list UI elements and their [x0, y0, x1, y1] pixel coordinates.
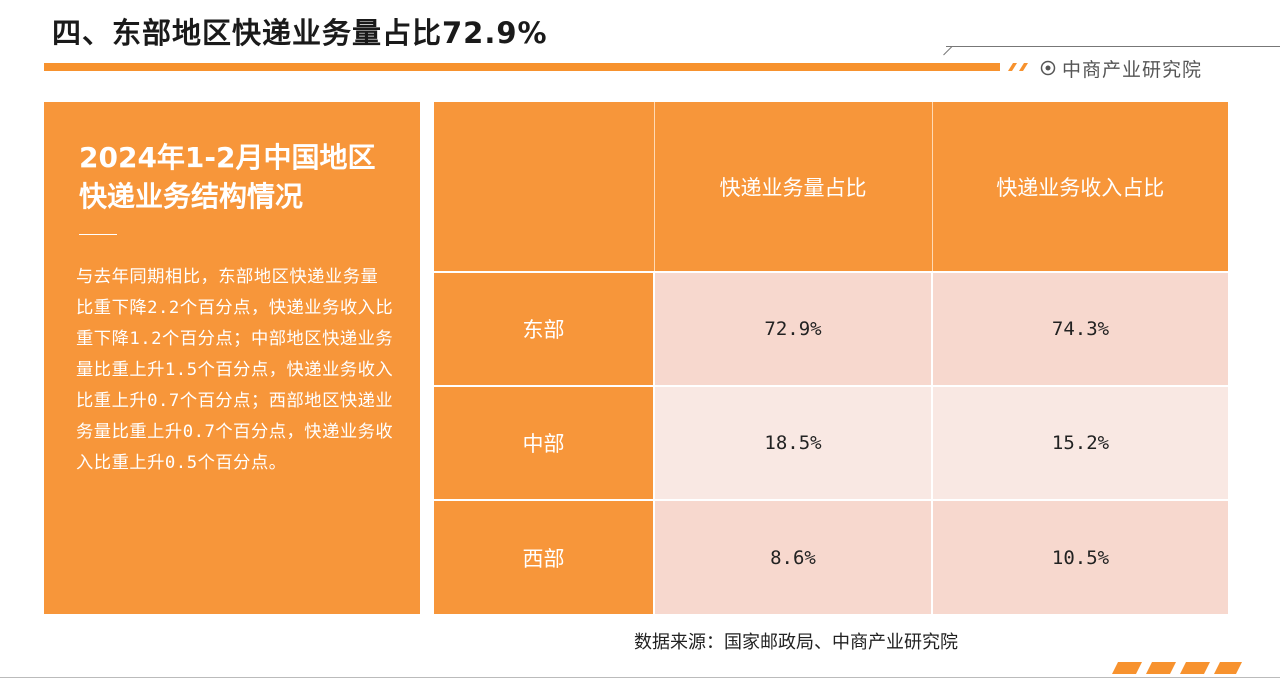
target-icon — [1040, 60, 1056, 76]
header-divider-slant — [943, 46, 953, 56]
volume-share-cell: 18.5% — [653, 385, 932, 500]
revenue-share-cell: 74.3% — [931, 271, 1228, 386]
header-volume-share: 快递业务量占比 — [654, 102, 933, 272]
panel-heading: 2024年1-2月中国地区快递业务结构情况 — [79, 141, 376, 213]
region-label: 西部 — [434, 499, 654, 614]
header-corner — [434, 102, 655, 272]
region-label: 中部 — [434, 385, 654, 500]
revenue-share-cell: 15.2% — [931, 385, 1228, 500]
revenue-share-cell: 10.5% — [931, 499, 1228, 614]
brand-logo: 中商产业研究院 — [1040, 55, 1202, 81]
table-header-row: 快递业务量占比 快递业务收入占比 — [434, 102, 1228, 272]
table-row: 中部 18.5% 15.2% — [434, 385, 1228, 500]
table-row: 西部 8.6% 10.5% — [434, 499, 1228, 614]
data-source: 数据来源：国家邮政局、中商产业研究院 — [634, 632, 958, 653]
title-accent-bar — [44, 63, 1000, 71]
volume-share-cell: 72.9% — [653, 271, 932, 386]
volume-share-cell: 8.6% — [653, 499, 932, 614]
panel-divider — [79, 234, 117, 235]
stripe-decoration-icon — [1112, 662, 1242, 674]
share-table: 快递业务量占比 快递业务收入占比 东部 72.9% 74.3% 中部 18.5%… — [434, 102, 1228, 614]
region-label: 东部 — [434, 271, 654, 386]
summary-panel: 2024年1-2月中国地区快递业务结构情况 与去年同期相比，东部地区快递业务量比… — [44, 102, 420, 614]
footer-divider — [0, 677, 1280, 678]
table-row: 东部 72.9% 74.3% — [434, 271, 1228, 386]
brand-name: 中商产业研究院 — [1062, 58, 1203, 81]
slash-decoration-icon — [1008, 63, 1028, 71]
header-revenue-share: 快递业务收入占比 — [932, 102, 1228, 272]
header-divider — [946, 46, 1280, 47]
page-title: 四、东部地区快递业务量占比72.9% — [52, 16, 548, 50]
panel-body-text: 与去年同期相比，东部地区快递业务量比重下降2.2个百分点，快递业务收入比重下降1… — [76, 267, 394, 473]
